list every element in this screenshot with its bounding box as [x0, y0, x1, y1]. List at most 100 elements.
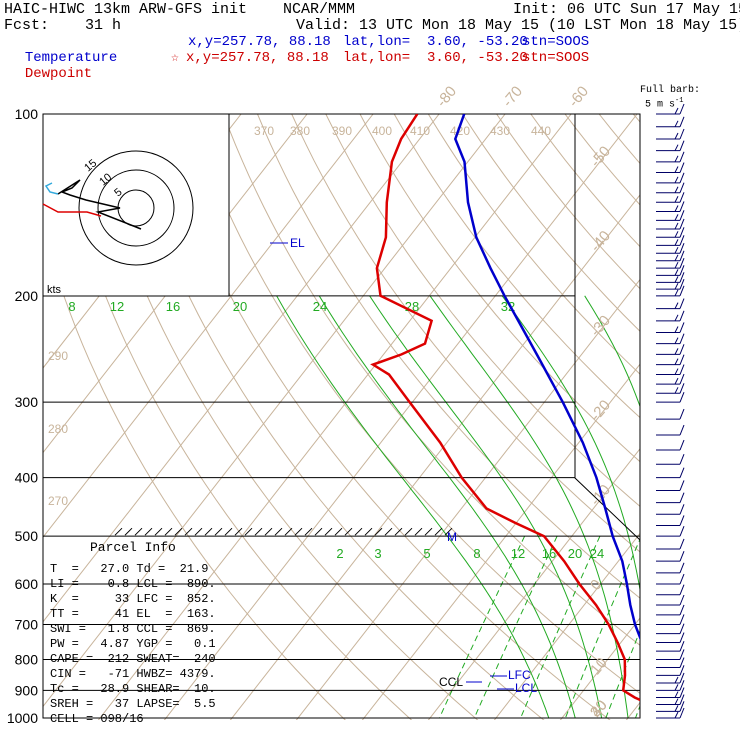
wind-barb-flag: [674, 246, 679, 254]
parcel-row: TT = 41 EL = 163.: [50, 607, 216, 621]
dry-adiabat-line: [702, 114, 740, 731]
wind-barb-flag: [679, 594, 685, 606]
moist-adiabat-line: [276, 295, 550, 719]
theta-label: 420: [450, 124, 470, 138]
parcel-row: SWI = 1.8 CCL = 869.: [50, 622, 216, 636]
temperature-station: stn=SOOS: [522, 34, 590, 50]
temperature-label: Temperature: [24, 50, 118, 66]
level-hatch: [404, 527, 413, 536]
wind-barb-flag: [679, 128, 685, 140]
wind-barb-flag: [679, 492, 685, 503]
wind-barb-flag: [679, 467, 685, 478]
theta-label: 280: [48, 422, 68, 436]
dewpoint-latlon: lat,lon= 3.60, -53.20: [343, 50, 528, 66]
mixing-ratio-label: 5: [423, 546, 430, 561]
isotherm-line: [493, 532, 640, 720]
level-hatch: [154, 527, 163, 536]
parcel-info-title: Parcel Info: [90, 540, 176, 555]
pressure-tick-label: 300: [15, 394, 39, 410]
pressure-tick-label: 200: [15, 288, 39, 304]
wind-barb-flag: [674, 276, 679, 283]
isotherm-label: 40: [587, 697, 611, 721]
level-hatch: [374, 527, 383, 536]
pressure-tick-label: 100: [15, 106, 39, 122]
wind-barb-flag: [679, 701, 685, 712]
wind-barb-flag: [679, 525, 685, 537]
theta-label: 370: [254, 124, 274, 138]
isotherm-line: [559, 617, 640, 720]
wind-barb-flag: [679, 272, 685, 283]
wind-barb-flag: [679, 623, 685, 634]
isotherm-line: [361, 363, 640, 720]
level-hatch: [354, 527, 363, 536]
theta-label: 290: [48, 349, 68, 363]
wind-barb-flag: [679, 573, 685, 585]
wind-barb-flag: [679, 298, 685, 309]
wind-barb-flag: [679, 201, 685, 212]
wind-barb-flag: [679, 265, 685, 276]
level-hatch: [384, 527, 393, 536]
isotherm-label: -60: [565, 83, 592, 111]
wind-barb-flag: [679, 243, 685, 254]
wind-barb-flag: [674, 222, 679, 230]
wind-barb-flag: [679, 354, 685, 365]
mixing-ratio-line: [564, 537, 640, 719]
wind-barb-flag: [674, 289, 679, 297]
dry-adiabat-line: [222, 114, 640, 646]
theta-label: 390: [332, 124, 352, 138]
sounding-series: [370, 114, 640, 718]
dry-adiabat-line: [43, 227, 346, 720]
wind-barb-flag: [679, 694, 685, 705]
isotherm-label: -40: [587, 228, 614, 256]
level-hatch: [414, 527, 423, 536]
hodograph-trace-upper: [44, 182, 59, 195]
dry-adiabat-line: [598, 114, 640, 165]
wind-barb-flag: [679, 604, 685, 616]
parcel-row: Tc = 28.9 SHEAR= 10.: [50, 682, 216, 696]
wind-barb-flag: [679, 235, 685, 246]
wind-barb-flag: [679, 707, 685, 719]
wind-barb-flag: [674, 387, 679, 394]
wind-barb-flag: [674, 132, 679, 140]
hodograph-trace: [57, 179, 142, 230]
level-hatch: [144, 527, 153, 536]
level-hatch: [164, 527, 173, 536]
theta-e-label: 12: [110, 299, 124, 314]
chart-title: HAIC-HIWC 13km ARW-GFS init NCAR/MMM: [4, 1, 356, 18]
wind-barb-flag: [679, 391, 685, 403]
wind-barb-flag: [679, 285, 685, 297]
wind-barb-flag: [674, 176, 679, 184]
wind-barb-flag: [679, 257, 685, 269]
dry-adiabat-line: [291, 114, 640, 553]
isotherm-label: -20: [587, 397, 614, 425]
level-hatch: [224, 527, 233, 536]
isotherm-line: [43, 114, 44, 115]
wind-barb-flag: [679, 454, 685, 465]
wind-barb-flag: [674, 326, 679, 333]
mixing-ratio-label: 2: [336, 546, 343, 561]
dewpoint-legend: Dewpoint: [8, 50, 92, 82]
level-hatch: [234, 527, 243, 536]
level-hatch: [284, 527, 293, 536]
mixing-ratio-line: [605, 629, 640, 719]
dewpoint-xy: x,y=257.78, 88.18: [186, 50, 329, 66]
level-hatch: [134, 527, 143, 536]
mixing-ratio-label: 8: [473, 546, 480, 561]
temperature-line: [453, 114, 640, 641]
wind-barb-flag: [679, 480, 685, 491]
level-hatch: [324, 527, 333, 536]
wind-barb-flag: [674, 711, 679, 719]
level-annotation: LFC: [508, 668, 531, 682]
wind-barb-flag: [679, 504, 685, 515]
dry-adiabat-line: [257, 114, 640, 599]
wind-barb-flag: [674, 166, 679, 173]
level-hatch: [254, 527, 263, 536]
wind-barb-flag: [679, 640, 685, 652]
pressure-tick-label: 1000: [7, 710, 38, 726]
wind-barb-flag: [674, 155, 679, 163]
wind-barb-flag: [679, 439, 685, 451]
init-time: Init: 06 UTC Sun 17 May 15: [513, 1, 740, 18]
mixing-ratio-label: 24: [590, 546, 604, 561]
isotherm-line: [295, 278, 640, 720]
